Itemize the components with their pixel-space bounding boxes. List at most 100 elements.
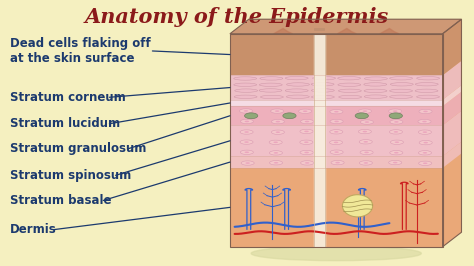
- Ellipse shape: [311, 89, 334, 92]
- Ellipse shape: [303, 110, 308, 112]
- Ellipse shape: [334, 121, 339, 122]
- Polygon shape: [443, 61, 462, 100]
- Ellipse shape: [304, 152, 309, 153]
- Ellipse shape: [359, 140, 372, 144]
- Ellipse shape: [395, 142, 399, 143]
- Ellipse shape: [355, 113, 368, 119]
- Ellipse shape: [338, 89, 361, 93]
- Ellipse shape: [331, 160, 344, 165]
- Ellipse shape: [275, 110, 280, 112]
- Ellipse shape: [285, 89, 308, 92]
- Ellipse shape: [271, 130, 284, 134]
- Ellipse shape: [271, 109, 284, 113]
- Ellipse shape: [245, 113, 258, 119]
- Ellipse shape: [275, 121, 280, 122]
- Ellipse shape: [270, 161, 283, 165]
- Ellipse shape: [364, 83, 387, 86]
- Ellipse shape: [329, 140, 343, 145]
- Ellipse shape: [342, 195, 373, 217]
- Ellipse shape: [393, 110, 397, 112]
- Bar: [230, 34, 443, 247]
- Ellipse shape: [300, 129, 313, 134]
- Ellipse shape: [285, 76, 308, 80]
- Ellipse shape: [305, 121, 310, 122]
- Polygon shape: [230, 19, 462, 34]
- Ellipse shape: [423, 152, 427, 154]
- Bar: [230, 106, 443, 125]
- Ellipse shape: [364, 162, 368, 164]
- Ellipse shape: [415, 89, 438, 93]
- Ellipse shape: [417, 77, 439, 80]
- Polygon shape: [443, 111, 462, 156]
- Polygon shape: [443, 19, 462, 75]
- Text: Stratum granulosum: Stratum granulosum: [10, 142, 146, 155]
- Ellipse shape: [269, 151, 283, 155]
- Text: Stratum corneum: Stratum corneum: [10, 91, 126, 104]
- Ellipse shape: [260, 95, 283, 99]
- Ellipse shape: [419, 140, 432, 145]
- Ellipse shape: [245, 120, 249, 122]
- Polygon shape: [337, 28, 356, 34]
- Ellipse shape: [419, 151, 431, 155]
- Ellipse shape: [418, 119, 431, 124]
- Ellipse shape: [415, 82, 438, 86]
- Ellipse shape: [422, 121, 427, 122]
- Ellipse shape: [304, 131, 309, 132]
- Ellipse shape: [334, 111, 339, 113]
- Ellipse shape: [273, 142, 278, 143]
- Ellipse shape: [240, 119, 254, 124]
- Ellipse shape: [244, 131, 249, 133]
- Ellipse shape: [275, 131, 280, 133]
- Ellipse shape: [273, 152, 278, 154]
- Ellipse shape: [299, 109, 312, 113]
- Ellipse shape: [364, 141, 368, 143]
- Ellipse shape: [338, 83, 361, 86]
- Ellipse shape: [393, 162, 398, 163]
- Ellipse shape: [260, 77, 283, 80]
- Ellipse shape: [389, 160, 402, 165]
- Ellipse shape: [419, 161, 432, 165]
- Ellipse shape: [419, 130, 431, 134]
- Text: Stratum basale: Stratum basale: [10, 194, 112, 207]
- Ellipse shape: [423, 142, 428, 143]
- Ellipse shape: [390, 120, 403, 124]
- Ellipse shape: [389, 113, 402, 119]
- Bar: [230, 75, 443, 100]
- Ellipse shape: [389, 109, 401, 113]
- Ellipse shape: [239, 109, 253, 113]
- Ellipse shape: [287, 83, 310, 86]
- Ellipse shape: [417, 95, 439, 98]
- Polygon shape: [443, 85, 462, 106]
- Ellipse shape: [390, 130, 402, 134]
- Ellipse shape: [240, 130, 253, 134]
- Ellipse shape: [394, 121, 399, 123]
- Text: Dead cells flaking off
at the skin surface: Dead cells flaking off at the skin surfa…: [10, 37, 151, 65]
- Ellipse shape: [390, 151, 403, 155]
- Ellipse shape: [390, 89, 412, 93]
- Ellipse shape: [259, 89, 282, 92]
- Ellipse shape: [391, 140, 403, 144]
- Ellipse shape: [391, 83, 413, 86]
- Polygon shape: [230, 19, 462, 34]
- Ellipse shape: [423, 163, 428, 164]
- Ellipse shape: [335, 162, 340, 163]
- Polygon shape: [443, 142, 462, 168]
- Ellipse shape: [390, 77, 412, 80]
- Ellipse shape: [300, 150, 313, 155]
- Bar: [230, 100, 443, 106]
- Ellipse shape: [334, 131, 338, 133]
- Text: Dermis: Dermis: [10, 223, 57, 236]
- Ellipse shape: [313, 77, 336, 80]
- Ellipse shape: [241, 161, 254, 165]
- Ellipse shape: [311, 95, 334, 99]
- Ellipse shape: [240, 150, 254, 155]
- Ellipse shape: [419, 109, 432, 114]
- Ellipse shape: [364, 89, 387, 93]
- Ellipse shape: [358, 130, 372, 134]
- Ellipse shape: [234, 83, 256, 86]
- Ellipse shape: [359, 161, 373, 165]
- Ellipse shape: [271, 119, 284, 124]
- Polygon shape: [273, 28, 292, 34]
- Text: Stratum lucidum: Stratum lucidum: [10, 117, 120, 130]
- Bar: [230, 34, 443, 75]
